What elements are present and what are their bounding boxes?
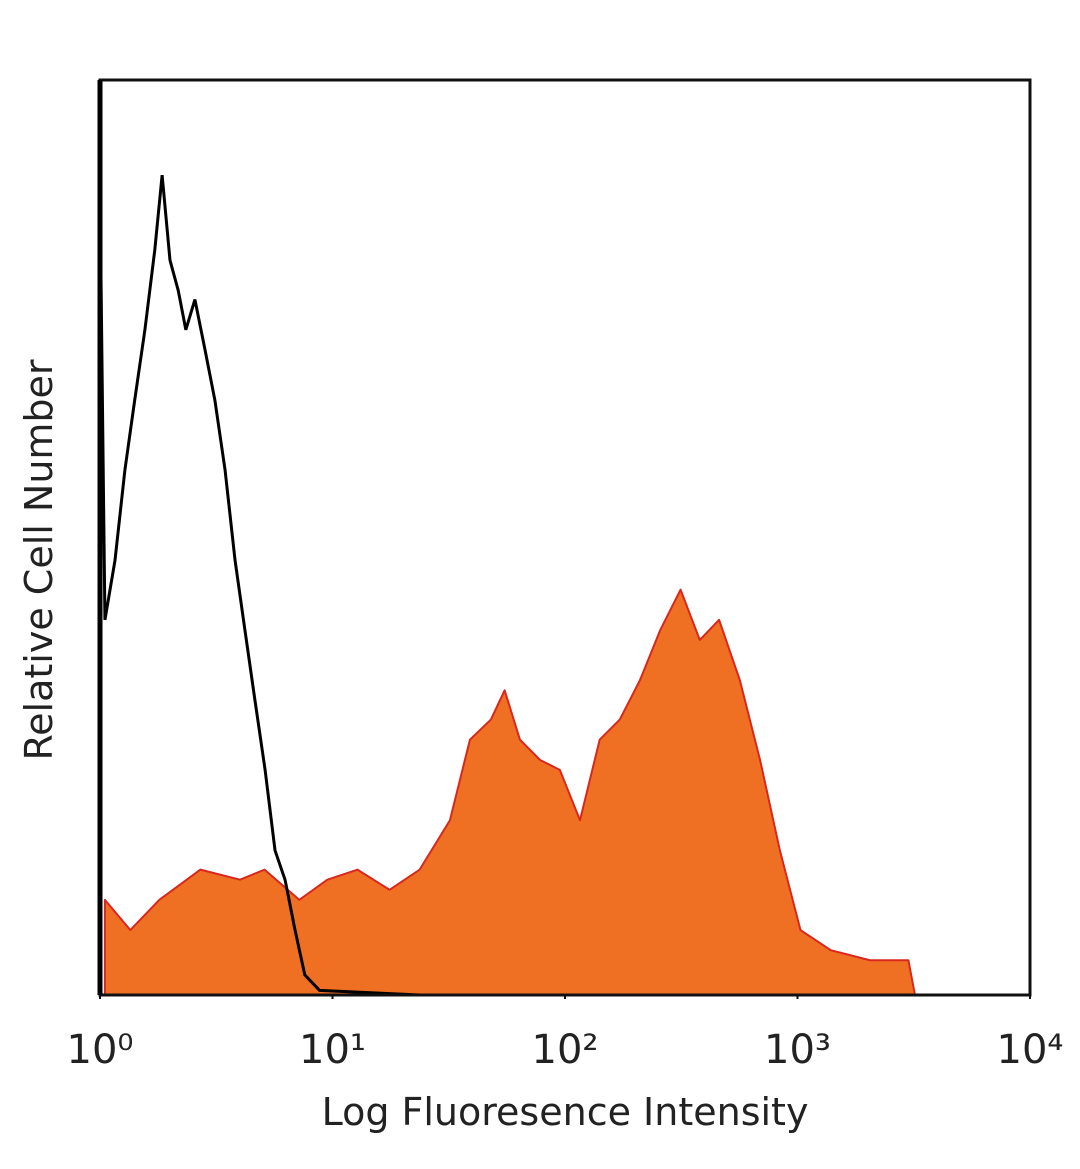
x-tick-label: 10² [532, 1027, 599, 1073]
x-axis-label: Log Fluoresence Intensity [322, 1090, 809, 1134]
x-tick-label: 10¹ [299, 1027, 366, 1073]
histogram-area [103, 588, 916, 996]
x-tick-label: 10⁰ [67, 1027, 134, 1073]
histogram-line [98, 175, 421, 997]
x-tick-label: 10⁴ [997, 1027, 1064, 1073]
y-axis-label: Relative Cell Number [17, 359, 61, 760]
x-tick-label: 10³ [764, 1027, 831, 1073]
